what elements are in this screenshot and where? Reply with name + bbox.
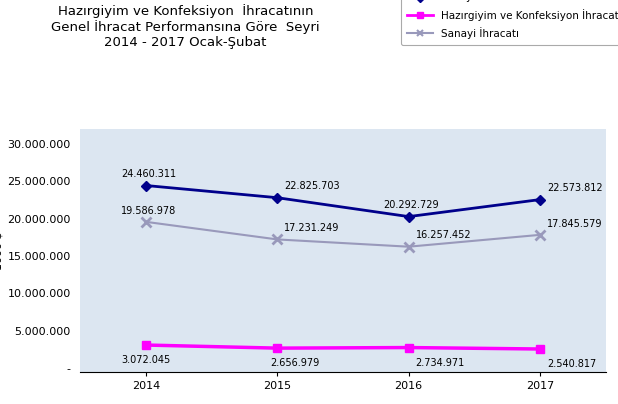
Text: 20.292.729: 20.292.729 [384,200,439,210]
Text: 24.460.311: 24.460.311 [121,169,176,179]
Text: 2.540.817: 2.540.817 [547,359,596,369]
Y-axis label: 1000 $: 1000 $ [0,231,3,270]
Text: 19.586.978: 19.586.978 [121,206,176,215]
Text: 22.825.703: 22.825.703 [284,181,340,191]
Text: Hazırgiyim ve Konfeksiyon  İhracatının
Genel İhracat Performansına Göre  Seyri
2: Hazırgiyim ve Konfeksiyon İhracatının Ge… [51,4,320,49]
Text: 17.845.579: 17.845.579 [547,219,603,229]
Text: 3.072.045: 3.072.045 [121,355,170,365]
Text: 2.656.979: 2.656.979 [271,358,320,368]
Text: 16.257.452: 16.257.452 [415,230,471,240]
Text: 2.734.971: 2.734.971 [415,358,465,368]
Legend: Türkiye Genel İhracatı, Hazırgiyim ve Konfeksiyon İhracatı, Sanayi İhracatı: Türkiye Genel İhracatı, Hazırgiyim ve Ko… [400,0,618,45]
Text: 17.231.249: 17.231.249 [284,223,340,233]
Text: 22.573.812: 22.573.812 [547,183,603,193]
